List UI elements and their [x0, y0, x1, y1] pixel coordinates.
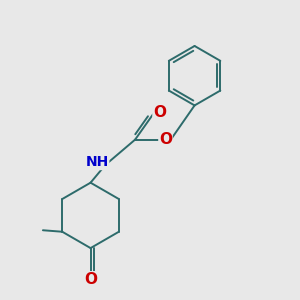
Text: O: O: [153, 105, 166, 120]
Text: O: O: [159, 132, 172, 147]
Text: O: O: [84, 272, 97, 287]
Text: NH: NH: [85, 155, 109, 170]
